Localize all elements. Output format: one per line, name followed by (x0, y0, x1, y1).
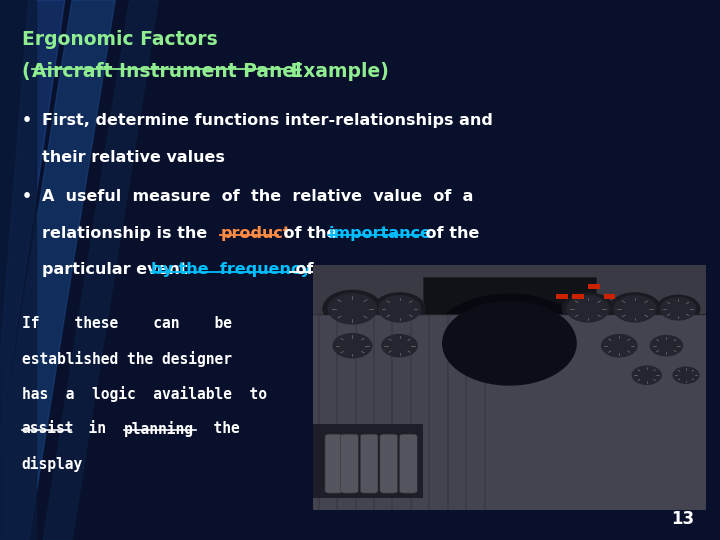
FancyBboxPatch shape (485, 315, 720, 540)
Circle shape (629, 364, 665, 386)
Text: their relative values: their relative values (42, 150, 225, 165)
Text: by the  frequency: by the frequency (151, 262, 311, 278)
Circle shape (329, 331, 376, 360)
Circle shape (378, 332, 421, 359)
Text: (: ( (22, 62, 30, 81)
FancyBboxPatch shape (300, 332, 706, 540)
Text: 13: 13 (672, 510, 695, 528)
Text: of the: of the (420, 226, 479, 241)
FancyBboxPatch shape (429, 315, 720, 540)
FancyBboxPatch shape (337, 332, 720, 540)
Circle shape (632, 366, 661, 384)
Circle shape (673, 367, 699, 383)
Circle shape (598, 332, 641, 359)
FancyBboxPatch shape (411, 315, 720, 540)
FancyBboxPatch shape (282, 332, 687, 540)
Text: established the designer: established the designer (22, 351, 232, 367)
FancyBboxPatch shape (319, 332, 720, 540)
FancyBboxPatch shape (313, 424, 423, 498)
FancyBboxPatch shape (337, 367, 720, 540)
Text: importance: importance (328, 226, 431, 241)
FancyBboxPatch shape (374, 315, 720, 540)
FancyBboxPatch shape (319, 315, 720, 540)
FancyBboxPatch shape (300, 367, 706, 540)
FancyBboxPatch shape (392, 349, 720, 540)
Circle shape (562, 293, 613, 325)
FancyBboxPatch shape (319, 367, 720, 540)
Text: display: display (22, 456, 83, 472)
Text: the: the (196, 421, 240, 436)
FancyBboxPatch shape (557, 294, 568, 299)
FancyBboxPatch shape (325, 434, 343, 493)
FancyBboxPatch shape (392, 315, 720, 540)
FancyBboxPatch shape (356, 332, 720, 540)
Text: •: • (22, 189, 32, 204)
FancyBboxPatch shape (429, 332, 720, 540)
Circle shape (382, 335, 417, 357)
FancyBboxPatch shape (467, 367, 720, 540)
Circle shape (609, 293, 660, 325)
Text: Aircraft Instrument Panel: Aircraft Instrument Panel (32, 62, 301, 81)
Polygon shape (0, 0, 65, 540)
FancyBboxPatch shape (282, 315, 687, 540)
FancyBboxPatch shape (282, 367, 687, 540)
FancyBboxPatch shape (411, 332, 720, 540)
FancyBboxPatch shape (313, 265, 706, 375)
Text: relationship is the: relationship is the (42, 226, 212, 241)
FancyBboxPatch shape (374, 367, 720, 540)
FancyBboxPatch shape (337, 315, 720, 540)
Circle shape (443, 301, 576, 385)
FancyBboxPatch shape (356, 349, 720, 540)
Text: A  useful  measure  of  the  relative  value  of  a: A useful measure of the relative value o… (42, 189, 473, 204)
FancyBboxPatch shape (374, 332, 720, 540)
FancyBboxPatch shape (572, 294, 584, 299)
Text: has  a  logic  available  to: has a logic available to (22, 386, 266, 402)
FancyBboxPatch shape (448, 332, 720, 540)
FancyBboxPatch shape (282, 349, 687, 540)
Text: First, determine functions inter-relationships and: First, determine functions inter-relatio… (42, 113, 492, 129)
FancyBboxPatch shape (392, 332, 720, 540)
Text: of the: of the (278, 226, 343, 241)
Circle shape (374, 293, 425, 325)
FancyBboxPatch shape (374, 349, 720, 540)
Text: Example): Example) (284, 62, 390, 81)
FancyBboxPatch shape (319, 349, 720, 540)
Circle shape (647, 333, 686, 358)
FancyBboxPatch shape (448, 367, 720, 540)
FancyBboxPatch shape (411, 367, 720, 540)
FancyBboxPatch shape (341, 434, 359, 493)
Circle shape (328, 294, 377, 324)
FancyBboxPatch shape (485, 332, 720, 540)
FancyBboxPatch shape (429, 349, 720, 540)
FancyBboxPatch shape (429, 367, 720, 540)
Circle shape (660, 298, 696, 320)
FancyBboxPatch shape (467, 349, 720, 540)
Text: Ergonomic Factors: Ergonomic Factors (22, 30, 217, 49)
FancyBboxPatch shape (467, 332, 720, 540)
FancyBboxPatch shape (467, 315, 720, 540)
FancyBboxPatch shape (313, 424, 706, 510)
FancyBboxPatch shape (423, 277, 595, 424)
Circle shape (323, 291, 382, 327)
FancyBboxPatch shape (485, 349, 720, 540)
FancyBboxPatch shape (300, 349, 706, 540)
FancyBboxPatch shape (588, 284, 600, 289)
FancyBboxPatch shape (448, 349, 720, 540)
Text: If    these    can    be: If these can be (22, 316, 232, 331)
Polygon shape (43, 0, 158, 540)
FancyBboxPatch shape (356, 367, 720, 540)
Text: •: • (22, 113, 32, 129)
FancyBboxPatch shape (380, 434, 397, 493)
FancyBboxPatch shape (411, 349, 720, 540)
Circle shape (614, 296, 656, 322)
Text: planning: planning (124, 421, 194, 437)
FancyBboxPatch shape (448, 315, 720, 540)
Text: product: product (220, 226, 291, 241)
Circle shape (670, 366, 702, 385)
Circle shape (567, 296, 609, 322)
FancyBboxPatch shape (360, 434, 378, 493)
FancyBboxPatch shape (300, 315, 706, 540)
Text: assist: assist (22, 421, 74, 436)
Circle shape (657, 295, 700, 322)
